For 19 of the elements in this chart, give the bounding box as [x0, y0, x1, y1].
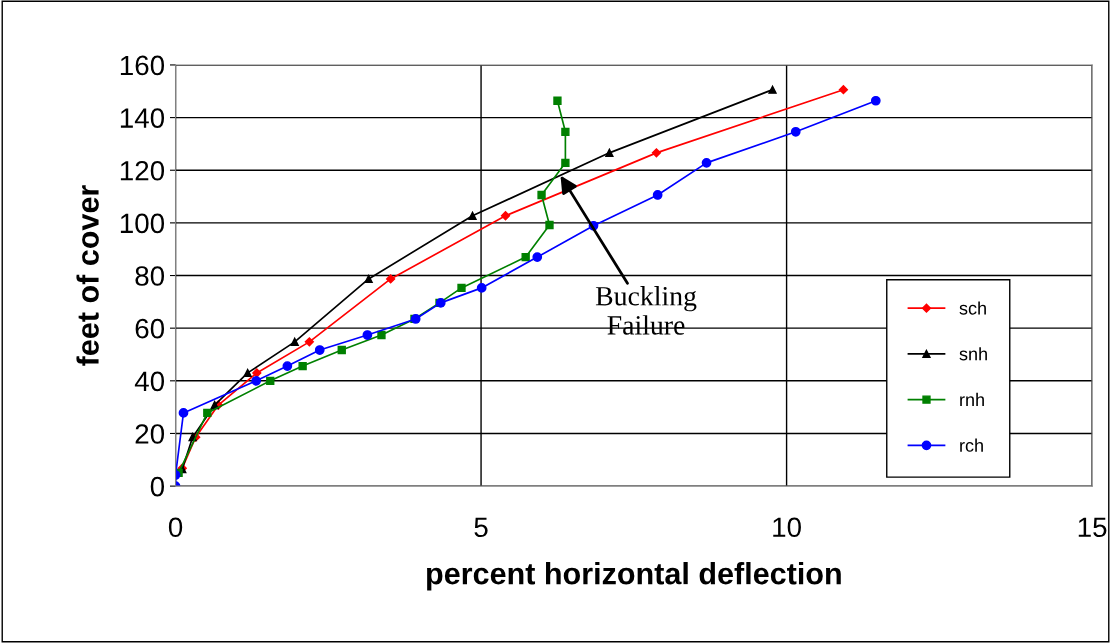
y-tick-label: 80 — [135, 266, 165, 286]
y-tick-label: 120 — [120, 160, 165, 181]
x-tick-label: 15 — [1078, 517, 1107, 538]
legend-label: snh — [959, 347, 987, 361]
legend-label: rch — [960, 438, 983, 452]
x-tick-label: 5 — [474, 517, 488, 538]
y-tick-label: 40 — [134, 371, 165, 392]
y-axis-title: feet of cover — [76, 185, 99, 366]
legend-label: rnh — [960, 392, 984, 406]
y-tick-label: 60 — [135, 318, 165, 339]
y-tick-label: 160 — [120, 55, 165, 76]
legend-label: sch — [959, 301, 986, 315]
y-tick-label: 20 — [135, 424, 165, 444]
x-tick-label: 10 — [773, 517, 801, 538]
y-tick-label: 140 — [120, 108, 165, 128]
x-axis-title: percent horizontal deflection — [427, 562, 841, 591]
y-tick-label: 0 — [150, 476, 165, 497]
y-tick-label: 100 — [120, 213, 165, 234]
x-tick-label: 0 — [168, 517, 183, 538]
